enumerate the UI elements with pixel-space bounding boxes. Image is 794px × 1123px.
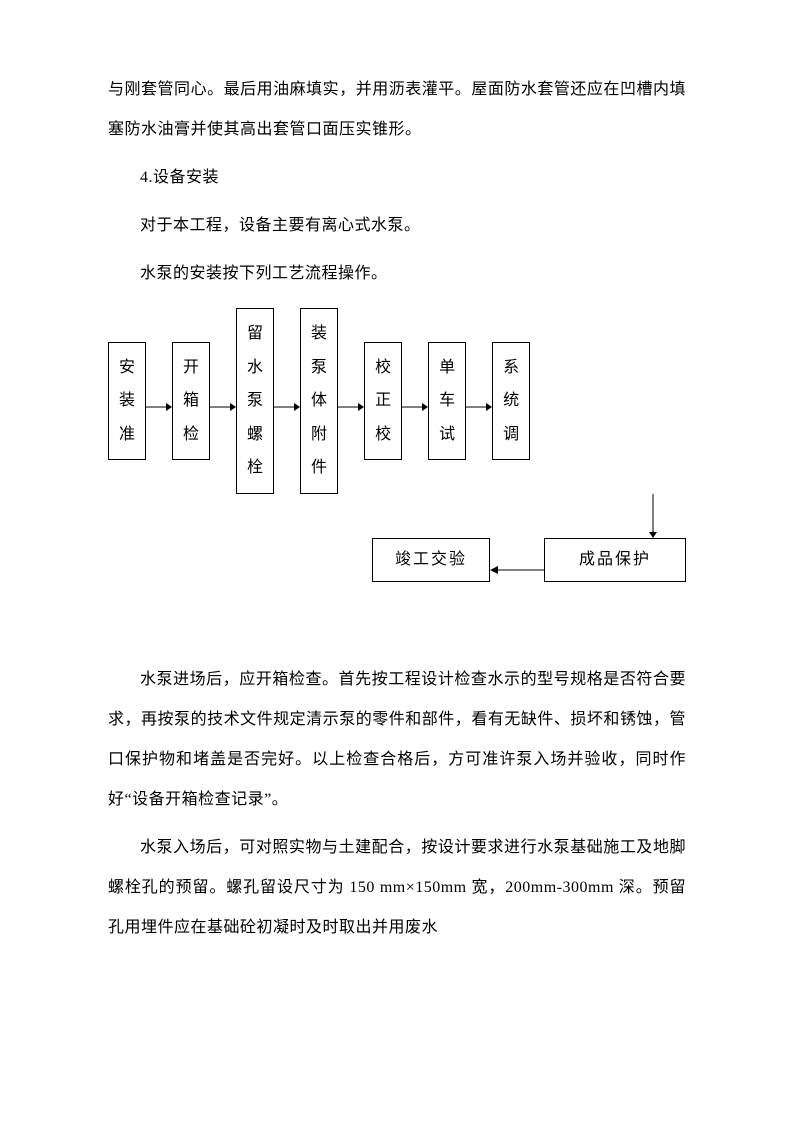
flow-node-char: 安: [119, 351, 135, 385]
arrow-right-icon: [146, 400, 172, 401]
flow-node-char: 正: [375, 384, 391, 418]
flow-node-char: 附: [311, 418, 327, 452]
paragraph-1: 与刚套管同心。最后用油麻填实，并用沥表灌平。屋面防水套管还应在凹槽内填塞防水油膏…: [108, 70, 686, 150]
flowchart-container: 安 装 准 开 箱 检 留 水 泵 螺 栓: [108, 308, 686, 582]
paragraph-5: 水泵进场后，应开箱检查。首先按工程设计检查水示的型号规格是否符合要求，再按泵的技…: [108, 660, 686, 820]
flow-node-completion: 竣工交验: [372, 538, 490, 582]
flow-node-char: 体: [311, 384, 327, 418]
flow-node-char: 校: [375, 351, 391, 385]
flow-node-4: 装 泵 体 附 件: [300, 308, 338, 494]
flow-node-char: 单: [439, 351, 455, 385]
flow-node-char: 系: [503, 351, 519, 385]
flow-node-char: 留: [247, 317, 263, 351]
flow-node-char: 件: [311, 451, 327, 485]
flow-node-char: 装: [311, 317, 327, 351]
flow-node-3: 留 水 泵 螺 栓: [236, 308, 274, 494]
flow-node-char: 水: [247, 351, 263, 385]
arrow-right-icon: [210, 400, 236, 401]
flow-node-5: 校 正 校: [364, 342, 402, 461]
flow-node-char: 装: [119, 384, 135, 418]
arrow-left-icon: [490, 553, 544, 567]
paragraph-6: 水泵入场后，可对照实物与土建配合，按设计要求进行水泵基础施工及地脚螺栓孔的预留。…: [108, 828, 686, 948]
flow-node-char: 箱: [183, 384, 199, 418]
paragraph-4: 水泵的安装按下列工艺流程操作。: [108, 254, 686, 294]
spacer: [108, 612, 686, 660]
flow-node-1: 安 装 准: [108, 342, 146, 461]
flow-node-char: 试: [439, 418, 455, 452]
flow-node-2: 开 箱 检: [172, 342, 210, 461]
flow-node-char: 调: [503, 418, 519, 452]
flow-node-char: 车: [439, 384, 455, 418]
flow-node-char: 准: [119, 418, 135, 452]
paragraph-section-heading: 4.设备安装: [108, 158, 686, 198]
flowchart-down-connector: [108, 494, 686, 538]
arrow-right-icon: [466, 400, 492, 401]
flow-node-char: 泵: [247, 384, 263, 418]
flow-node-char: 开: [183, 351, 199, 385]
flow-node-char: 统: [503, 384, 519, 418]
flow-node-7: 系 统 调: [492, 342, 530, 461]
flow-node-6: 单 车 试: [428, 342, 466, 461]
arrow-right-icon: [338, 400, 364, 401]
flow-node-char: 栓: [247, 451, 263, 485]
paragraph-3: 对于本工程，设备主要有离心式水泵。: [108, 206, 686, 246]
flowchart-row-2: 竣工交验 成品保护: [108, 538, 686, 582]
flowchart-row-1: 安 装 准 开 箱 检 留 水 泵 螺 栓: [108, 308, 686, 494]
arrow-right-icon: [274, 400, 300, 401]
flow-node-protection: 成品保护: [544, 538, 686, 582]
flow-node-char: 螺: [247, 418, 263, 452]
arrow-right-icon: [402, 400, 428, 401]
arrow-down-icon: [646, 494, 660, 538]
flow-node-char: 检: [183, 418, 199, 452]
flow-node-char: 泵: [311, 351, 327, 385]
flow-node-char: 校: [375, 418, 391, 452]
